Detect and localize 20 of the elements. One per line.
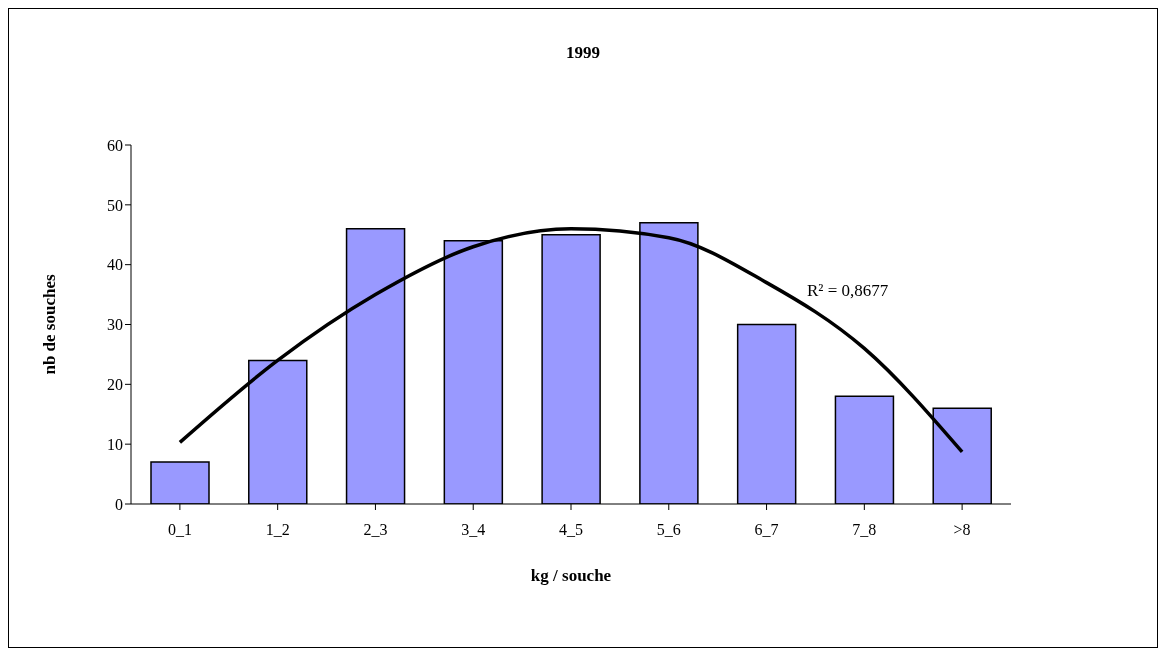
x-tick-label: 1_2 [265, 521, 290, 539]
chart-title: 1999 [565, 43, 601, 63]
x-tick-label: 7_8 [852, 521, 877, 539]
y-tick-label: 0 [115, 495, 123, 513]
x-tick-label: 0_1 [167, 521, 192, 539]
y-tick-label: 50 [107, 196, 123, 214]
y-tick-label: 60 [107, 136, 123, 154]
y-tick-label: 30 [107, 316, 123, 334]
y-tick-label: 40 [107, 256, 123, 274]
x-tick-label: 3_4 [461, 521, 486, 539]
x-tick-label: 6_7 [754, 521, 779, 539]
y-tick-label: 20 [107, 376, 123, 394]
y-tick-label: 10 [107, 435, 123, 453]
x-tick-label: 4_5 [559, 521, 583, 539]
x-tick-label: 2_3 [363, 521, 388, 539]
x-tick-label: >8 [953, 521, 971, 539]
x-tick-label: 5_6 [656, 521, 681, 539]
annotation: R² = 0,8677 [807, 281, 889, 301]
y-axis-title: nb de souches [40, 274, 60, 375]
x-axis-title: kg / souche [530, 566, 612, 585]
